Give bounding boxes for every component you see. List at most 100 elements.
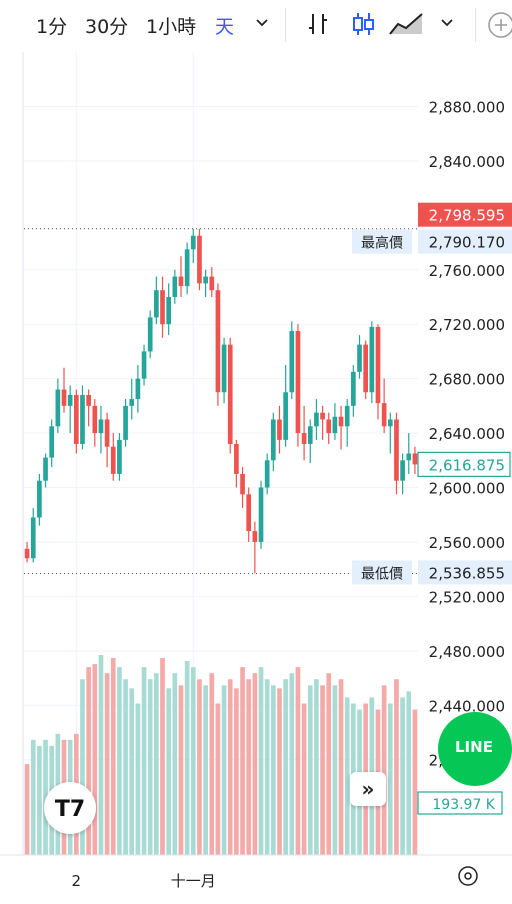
volume-bar [166,688,172,855]
volume-value: 193.97 K [432,797,495,813]
volume-bar [283,679,288,855]
y-tick-label: 2,640.000 [429,425,505,443]
volume-bar [246,679,252,855]
latest-price-badge [418,202,512,227]
candle-body [357,344,362,372]
candle-body [406,453,412,461]
volume-bar [338,679,344,855]
volume-bar [406,691,412,855]
candle-body [215,290,221,393]
volume-bar [209,673,215,855]
volume-bar [221,685,227,855]
candle-style-icon[interactable] [350,10,376,42]
candle-body [43,457,48,481]
candle-body [166,296,172,325]
candle-body [80,394,85,444]
volume-bar [184,661,190,855]
toolbar-divider [285,8,286,42]
bar-style-icon[interactable] [305,10,331,42]
y-tick-label: 2,760.000 [429,262,505,280]
candle-body [277,419,282,440]
candle-body [30,517,36,559]
low-label: 最低價 [361,565,403,582]
settings-gear-icon-center [464,872,472,880]
candle-body [375,326,381,404]
candle-body [234,443,239,474]
candle-body [264,460,270,488]
candle-body [270,419,276,461]
volume-bar [240,667,245,855]
current-price-badge [417,451,511,477]
add-icon[interactable] [486,10,512,44]
volume-bar [301,703,307,855]
candle-body [394,419,399,481]
timeframe-1h-button[interactable]: 1小時 [146,16,197,38]
candle-body [369,326,375,393]
chevron-down-icon[interactable] [253,14,271,36]
volume-bar [215,703,221,855]
volume-bar [37,745,42,855]
candle-body [387,419,393,427]
volume-bar [264,679,270,855]
candle-body [289,331,295,393]
volume-bar [258,667,264,855]
candle-body [221,344,227,393]
candle-body [381,403,387,427]
candle-body [283,392,288,440]
candle-body [49,426,55,458]
high-value: 2,790.170 [429,234,505,252]
candle-body [172,276,178,297]
candle-body [227,344,233,444]
candle-body [147,317,153,352]
chevron-down-icon[interactable] [438,14,456,36]
volume-bar [92,664,98,855]
volume-bar [178,685,184,855]
scroll-to-latest-button[interactable]: » [350,772,386,806]
candle-body [203,276,208,284]
svg-text:T7: T7 [55,797,85,822]
y-tick-label: 2,840.000 [429,153,505,171]
volume-bar [314,679,319,855]
candle-body [344,405,350,427]
tradingview-logo[interactable]: T7 [44,782,96,834]
candle-body [24,548,30,559]
volume-bar [24,764,30,855]
volume-bar [203,685,208,855]
candlestick-chart-svg[interactable]: 最高價 2,790.170 2,798.595 最低價 2,536.855 2,616.8… [0,52,512,900]
candle-body [86,394,91,406]
candle-body [123,405,128,440]
area-style-icon[interactable] [388,10,424,42]
timeframe-day-button[interactable]: 天 [215,16,235,38]
settings-gear-icon [458,866,478,886]
volume-badge [417,791,503,815]
candle-body [301,433,307,444]
low-value-bg [418,560,512,585]
candle-body [61,389,67,406]
candle-body [252,531,258,542]
candle-body [110,446,116,474]
candle-body [240,473,245,495]
high-label-bg [352,229,412,254]
price-chart[interactable]: 最高價 2,790.170 2,798.595 最低價 2,536.855 2,616.8… [0,52,512,900]
volume-bar [412,709,418,855]
y-tick-label: 2,560.000 [429,534,505,552]
volume-bar [123,679,128,855]
candle-body [73,394,79,444]
timeframe-1m-button[interactable]: 1分 [36,16,68,38]
volume-bar [270,685,276,855]
candle-body [326,419,332,434]
candle-body [338,416,344,427]
candle-body [363,344,369,393]
candle-body [37,480,42,518]
candle-body [246,494,252,532]
high-label: 最高價 [361,235,403,252]
volume-bar [160,658,165,855]
volume-bar [98,655,104,855]
timeframe-30m-button[interactable]: 30分 [85,16,129,38]
low-label-bg [352,560,412,585]
volume-bar [277,688,282,855]
candle-body [154,290,159,318]
x-tick-label: 2 [72,872,82,890]
line-share-button[interactable] [438,712,512,786]
volume-bar [117,667,122,855]
